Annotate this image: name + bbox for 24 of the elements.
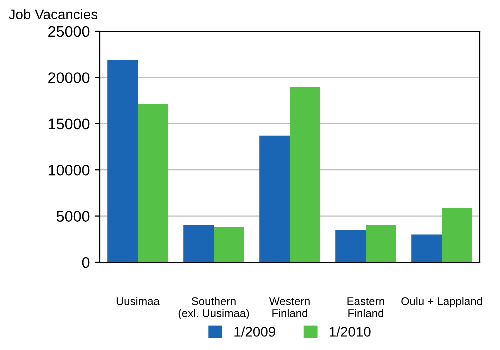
bar <box>214 227 244 262</box>
bar <box>412 234 442 262</box>
x-tick-label: Southern (exl. Uusimaa) <box>178 297 250 320</box>
legend-label: 1/2009 <box>234 326 276 337</box>
bar <box>260 136 290 262</box>
legend-label: 1/2010 <box>330 326 371 337</box>
y-tick-label: 15000 <box>48 118 90 130</box>
x-tick-label: Eastern Finland <box>348 298 384 318</box>
bar <box>138 104 168 262</box>
y-tick-label: 25000 <box>48 26 90 38</box>
bar <box>290 86 320 262</box>
bar <box>184 226 214 262</box>
bar <box>442 208 472 262</box>
x-tick-label: Uusimaa <box>116 297 160 306</box>
bar <box>108 60 138 262</box>
bar <box>336 230 366 262</box>
x-tick-label: Western Finland <box>269 298 310 318</box>
y-tick-label: 10000 <box>48 164 90 176</box>
y-axis-title: Job Vacancies <box>9 9 98 20</box>
y-tick-label: 5000 <box>56 211 90 222</box>
y-tick-label: 0 <box>82 257 90 268</box>
x-tick-label: Oulu + Lappland <box>402 297 482 308</box>
bar <box>366 226 396 262</box>
y-tick-label: 20000 <box>48 72 90 84</box>
